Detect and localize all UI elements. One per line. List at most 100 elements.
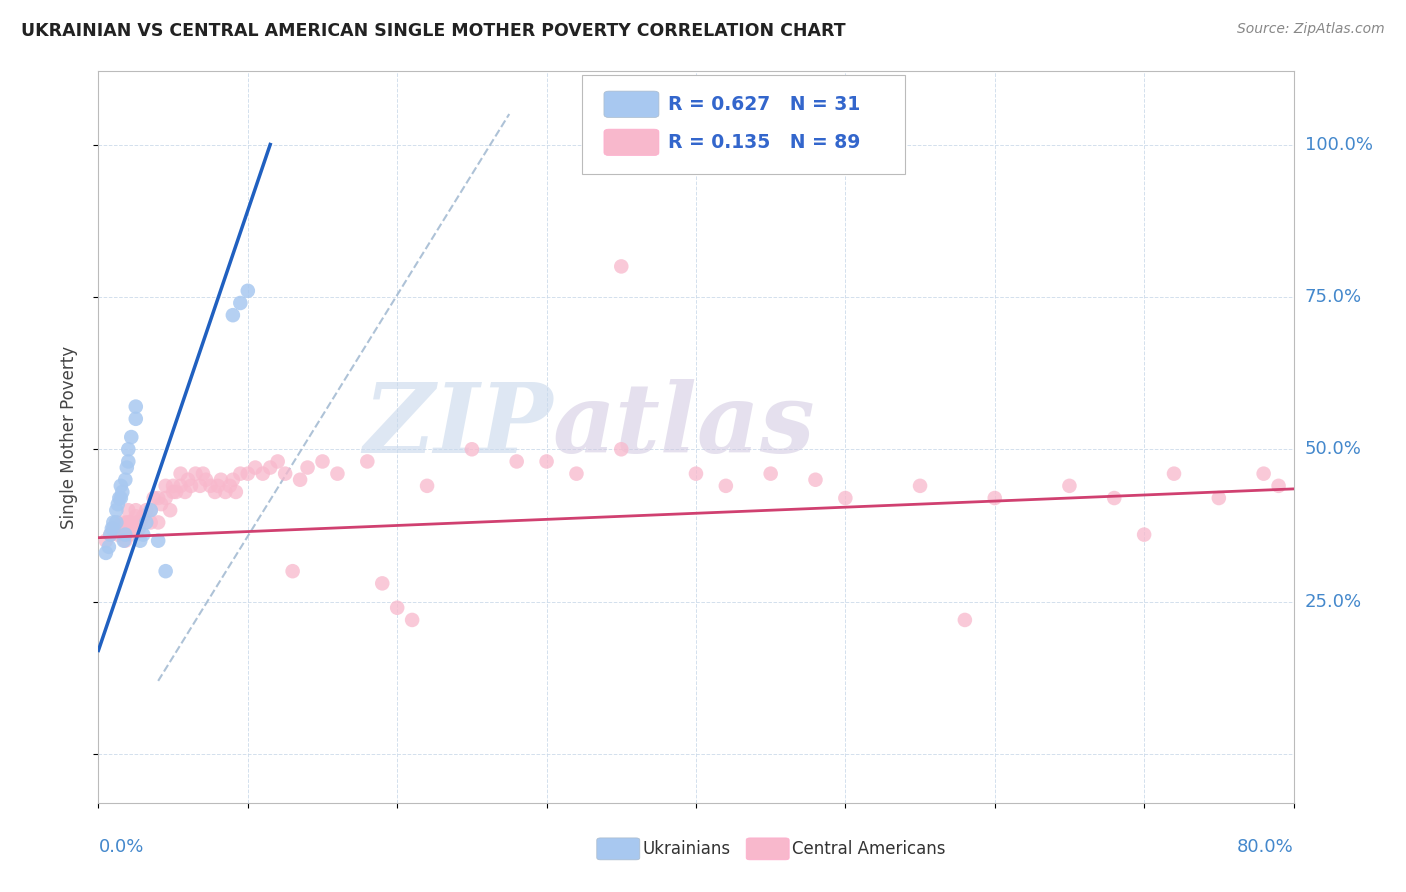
Point [148, 491, 170, 505]
Point [107, 497, 129, 511]
Point [371, 576, 394, 591]
Point [139, 503, 162, 517]
Point [222, 308, 245, 322]
Point [117, 503, 139, 517]
Point [115, 460, 138, 475]
Text: 75.0%: 75.0% [1305, 288, 1362, 306]
Point [148, 516, 170, 530]
Point [125, 400, 148, 414]
Text: 100.0%: 100.0% [1305, 136, 1372, 153]
Point [94, 533, 117, 548]
Point [184, 467, 207, 481]
Point [236, 284, 259, 298]
Point [195, 473, 218, 487]
Point [94, 546, 117, 560]
Point [112, 533, 135, 548]
Point [150, 497, 173, 511]
Point [225, 485, 247, 500]
Point [155, 564, 177, 578]
Point [101, 521, 124, 535]
Point [311, 454, 333, 468]
Point [188, 479, 211, 493]
Text: Ukrainians: Ukrainians [643, 840, 730, 858]
Point [834, 491, 856, 505]
Point [1253, 467, 1275, 481]
Point [229, 467, 252, 481]
Point [1133, 527, 1156, 541]
Text: UKRAINIAN VS CENTRAL AMERICAN SINGLE MOTHER POVERTY CORRELATION CHART: UKRAINIAN VS CENTRAL AMERICAN SINGLE MOT… [21, 22, 846, 40]
Text: Central Americans: Central Americans [792, 840, 945, 858]
Point [97, 540, 120, 554]
Point [953, 613, 976, 627]
Point [98, 527, 122, 541]
Text: ZIP: ZIP [363, 379, 553, 473]
Point [714, 479, 737, 493]
Point [105, 516, 128, 530]
Point [984, 491, 1007, 505]
Point [103, 521, 125, 535]
Text: R = 0.627   N = 31: R = 0.627 N = 31 [668, 95, 860, 114]
Point [506, 454, 529, 468]
Point [281, 564, 304, 578]
Point [117, 516, 139, 530]
Point [162, 479, 184, 493]
Point [297, 460, 319, 475]
Point [98, 527, 122, 541]
Text: 0.0%: 0.0% [98, 838, 143, 855]
Text: 50.0%: 50.0% [1305, 441, 1361, 458]
Point [108, 491, 131, 505]
Point [125, 509, 148, 524]
Point [111, 485, 134, 500]
Point [610, 260, 633, 274]
Point [385, 600, 409, 615]
Point [1267, 479, 1289, 493]
Point [162, 485, 184, 500]
Point [207, 479, 229, 493]
Point [180, 479, 202, 493]
Point [129, 516, 152, 530]
Point [236, 467, 259, 481]
Point [267, 454, 290, 468]
Point [200, 479, 222, 493]
FancyBboxPatch shape [747, 838, 789, 860]
Point [103, 516, 125, 530]
Point [114, 473, 136, 487]
Point [1059, 479, 1081, 493]
Point [169, 467, 191, 481]
Point [1163, 467, 1185, 481]
Point [245, 460, 267, 475]
Point [139, 516, 162, 530]
Point [610, 442, 633, 457]
Point [685, 467, 707, 481]
Point [461, 442, 484, 457]
Point [356, 454, 378, 468]
Point [155, 491, 177, 505]
Point [139, 503, 162, 517]
Point [135, 503, 157, 517]
FancyBboxPatch shape [596, 838, 640, 860]
Point [105, 516, 128, 530]
Point [222, 473, 245, 487]
Point [191, 467, 214, 481]
Point [536, 454, 558, 468]
Point [165, 485, 187, 500]
Point [229, 296, 252, 310]
Point [118, 527, 141, 541]
FancyBboxPatch shape [582, 75, 905, 174]
Point [759, 467, 782, 481]
Point [804, 473, 827, 487]
Text: 25.0%: 25.0% [1305, 592, 1362, 611]
Point [125, 412, 148, 426]
Point [121, 521, 143, 535]
FancyBboxPatch shape [605, 91, 659, 118]
Point [204, 485, 226, 500]
Point [117, 454, 139, 468]
Point [219, 479, 242, 493]
Point [326, 467, 349, 481]
Point [259, 460, 281, 475]
Point [127, 516, 149, 530]
Text: 80.0%: 80.0% [1237, 838, 1294, 855]
Point [159, 503, 181, 517]
Point [129, 533, 152, 548]
Point [120, 516, 142, 530]
